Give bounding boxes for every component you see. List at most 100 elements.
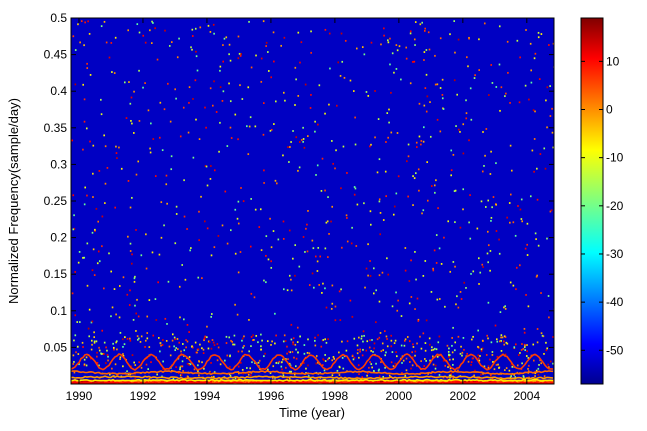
heatmap-point [494, 324, 497, 327]
heatmap-point [527, 367, 529, 370]
heatmap-point [298, 265, 301, 268]
heatmap-point [204, 106, 206, 109]
heatmap-point [254, 208, 257, 211]
heatmap-point [216, 359, 219, 362]
heatmap-point [363, 334, 365, 337]
heatmap-point [353, 356, 356, 359]
heatmap-point [288, 362, 291, 365]
heatmap-point [73, 371, 76, 374]
heatmap-point [422, 274, 425, 277]
heatmap-point [100, 25, 103, 28]
heatmap-point [181, 360, 184, 363]
heatmap-point [361, 354, 364, 357]
heatmap-point [198, 210, 200, 213]
heatmap-point [137, 338, 139, 341]
heatmap-point [459, 226, 462, 229]
heatmap-point [373, 267, 375, 270]
heatmap-point [378, 368, 380, 371]
heatmap-point [195, 50, 197, 53]
heatmap-point [477, 345, 479, 348]
heatmap-point [86, 62, 88, 65]
spectral-ridge [71, 375, 554, 380]
heatmap-point [71, 139, 73, 142]
heatmap-point [226, 145, 229, 147]
heatmap-point [409, 82, 412, 85]
heatmap-cell [227, 379, 231, 384]
heatmap-point [302, 138, 305, 140]
heatmap-point [188, 363, 190, 365]
heatmap-point [534, 52, 537, 55]
heatmap-point [401, 362, 403, 364]
heatmap-point [80, 20, 83, 23]
heatmap-cell [497, 379, 501, 384]
heatmap-point [294, 244, 297, 247]
heatmap-point [414, 308, 416, 310]
heatmap-point [127, 180, 130, 182]
colorbar-frame [580, 17, 604, 385]
heatmap-point [250, 345, 252, 348]
heatmap-point [179, 374, 182, 377]
heatmap-point [411, 364, 414, 367]
heatmap-point [303, 344, 306, 346]
heatmap-point [394, 339, 397, 342]
heatmap-point [465, 287, 467, 289]
heatmap-point [122, 338, 124, 341]
heatmap-cell [113, 379, 117, 384]
heatmap-point [378, 274, 381, 277]
heatmap-point [122, 345, 124, 348]
heatmap-cell [272, 379, 276, 384]
heatmap-point [341, 60, 344, 63]
heatmap-point [523, 376, 525, 379]
heatmap-point [423, 365, 426, 367]
heatmap-point [290, 370, 292, 373]
heatmap-point [211, 339, 214, 341]
heatmap-point [91, 269, 94, 272]
heatmap-point [134, 364, 137, 366]
heatmap-cell [89, 379, 93, 384]
heatmap-cell [302, 379, 306, 384]
heatmap-point [237, 365, 240, 368]
heatmap-point [98, 346, 100, 349]
heatmap-point [239, 251, 242, 253]
heatmap-point [151, 251, 154, 254]
heatmap-point [156, 373, 158, 376]
heatmap-point [269, 372, 272, 374]
heatmap-point [452, 377, 454, 380]
heatmap-cell [242, 379, 246, 384]
heatmap-point [521, 220, 523, 223]
heatmap-point [171, 333, 174, 336]
heatmap-cell [530, 379, 534, 384]
heatmap-cell [323, 379, 327, 384]
heatmap-cell [191, 379, 195, 384]
heatmap-point [382, 219, 385, 221]
heatmap-point [414, 354, 416, 357]
heatmap-point [328, 103, 330, 106]
heatmap-point [164, 29, 166, 32]
heatmap-cell [539, 379, 543, 384]
heatmap-point [192, 346, 194, 349]
heatmap-point [300, 41, 303, 44]
heatmap-point [179, 316, 181, 319]
heatmap-point [288, 161, 290, 163]
heatmap-point [487, 199, 490, 202]
heatmap-point [376, 338, 379, 341]
heatmap-cell [161, 379, 165, 384]
heatmap-point [327, 358, 329, 361]
heatmap-point [378, 336, 381, 339]
heatmap-point [411, 60, 414, 63]
heatmap-point [92, 172, 94, 175]
heatmap-point [241, 339, 243, 342]
heatmap-point [248, 125, 251, 128]
heatmap-point [500, 334, 503, 337]
heatmap-point [105, 362, 107, 364]
heatmap-point [330, 307, 333, 310]
heatmap-point [434, 83, 437, 86]
heatmap-point [491, 206, 493, 209]
heatmap-point [294, 274, 296, 277]
heatmap-point [125, 117, 128, 119]
heatmap-point [531, 149, 534, 152]
heatmap-point [355, 245, 358, 247]
heatmap-point [359, 348, 361, 351]
heatmap-point [473, 374, 475, 377]
heatmap-point [540, 362, 543, 365]
